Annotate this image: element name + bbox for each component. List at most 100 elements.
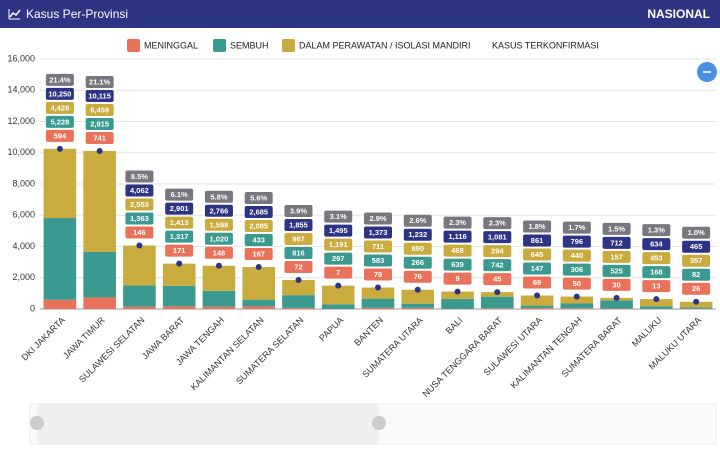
data-label: 148 (213, 248, 226, 257)
data-label: 2,553 (130, 200, 149, 209)
legend-swatch (127, 39, 140, 52)
label-box (244, 192, 273, 205)
total-dot (56, 145, 63, 152)
data-label: 266 (412, 258, 425, 267)
total-dot (215, 262, 222, 269)
data-label: 157 (610, 252, 623, 261)
label-box (483, 273, 512, 286)
label-box (85, 117, 114, 130)
label-box (364, 268, 392, 281)
label-box (45, 101, 74, 114)
y-tick-label: 8,000 (12, 178, 35, 188)
label-box (324, 252, 353, 265)
bar-segment (83, 297, 116, 309)
data-label: 468 (451, 246, 464, 255)
label-box (125, 198, 154, 211)
x-tick-label: SULAWESI SELATAN (77, 315, 147, 385)
bar-segment (282, 295, 315, 308)
bar-segment (123, 285, 156, 307)
label-box (642, 280, 671, 293)
total-dot (96, 147, 103, 154)
label-box (204, 246, 233, 259)
data-label: 9 (455, 274, 459, 283)
data-label: 1.0% (688, 228, 705, 237)
total-dot (335, 282, 342, 289)
bar-segment (43, 218, 77, 300)
data-label: 525 (610, 266, 623, 275)
label-box (165, 216, 194, 229)
label-box (443, 244, 472, 257)
data-label: 147 (531, 264, 544, 273)
label-box (364, 226, 392, 239)
data-label: 30 (612, 280, 620, 289)
data-label: 26 (692, 284, 700, 293)
y-tick-label: 14,000 (7, 85, 35, 95)
label-box (562, 249, 591, 262)
label-box (244, 220, 273, 233)
scope-button[interactable]: NASIONAL (647, 7, 710, 21)
legend-swatch (213, 39, 226, 52)
navigator-handle[interactable] (30, 416, 44, 430)
data-label: 645 (531, 250, 544, 259)
label-box (324, 238, 353, 251)
bar-segment (560, 303, 594, 309)
data-label: 76 (414, 272, 422, 281)
label-box (682, 282, 711, 295)
data-label: 306 (571, 265, 584, 274)
label-box (403, 270, 432, 283)
data-label: 50 (573, 279, 581, 288)
data-label: 357 (690, 256, 703, 265)
data-label: 6,459 (90, 105, 109, 114)
label-box (45, 87, 74, 100)
label-box (602, 250, 631, 263)
label-box (682, 226, 711, 239)
data-label: 79 (374, 270, 382, 279)
bar-segment (123, 245, 156, 286)
y-tick-label: 10,000 (7, 147, 35, 157)
navigator-window[interactable] (37, 404, 379, 444)
data-label: 5.6% (250, 194, 267, 203)
total-dot (414, 286, 421, 293)
bar-segment (123, 306, 156, 309)
label-box (125, 184, 154, 197)
label-box (45, 73, 74, 86)
navigator-handle[interactable] (372, 416, 386, 430)
bar-segment (480, 296, 514, 309)
label-box (165, 244, 194, 257)
bar-segment (401, 303, 435, 308)
data-label: 21.4% (49, 75, 71, 84)
label-box (682, 254, 711, 267)
data-label: 861 (531, 236, 544, 245)
legend-label: MENINGGAL (144, 40, 198, 50)
data-label: 639 (451, 260, 464, 269)
data-label: 1,363 (130, 214, 149, 223)
label-box (562, 235, 591, 248)
chart-icon (8, 9, 21, 20)
data-label: 1,855 (289, 221, 308, 230)
data-label: 712 (610, 238, 623, 247)
bar-segment (162, 306, 196, 309)
x-tick-label: PAPUA (317, 315, 345, 343)
data-label: 1.5% (608, 224, 625, 233)
y-tick-label: 4,000 (12, 241, 35, 251)
label-box (443, 230, 472, 243)
data-label: 2,766 (210, 206, 229, 215)
label-box (642, 252, 671, 265)
data-label: 742 (491, 261, 504, 270)
data-label: 1,317 (170, 232, 189, 241)
data-label: 146 (133, 228, 146, 237)
label-box (523, 234, 552, 247)
data-label: 2.9% (369, 214, 386, 223)
y-tick-label: 2,000 (12, 272, 35, 282)
label-box (483, 259, 512, 272)
label-box (284, 247, 313, 260)
total-dot (295, 277, 302, 284)
bar-segment (162, 285, 196, 307)
data-label: 1,598 (210, 220, 229, 229)
label-box (602, 236, 631, 249)
label-box (244, 234, 273, 247)
data-label: 21.1% (89, 77, 111, 86)
data-label: 2,901 (170, 204, 189, 213)
x-tick-label: SUMATERA SELATAN (234, 315, 305, 386)
label-box (364, 254, 392, 267)
